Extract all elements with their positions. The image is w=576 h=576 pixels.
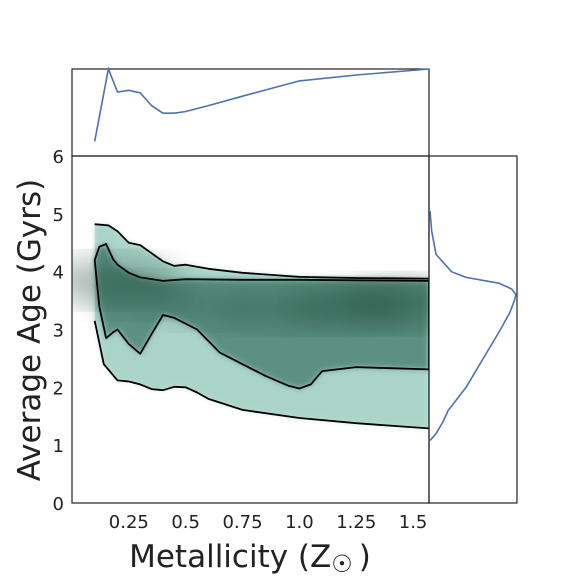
x-tick-labels: 0.25 0.5 0.75 1.0 1.25 1.5 — [109, 512, 428, 533]
density-peak-5 — [333, 279, 429, 327]
y-tick-label: 3 — [53, 321, 64, 342]
density-fill — [72, 224, 429, 429]
x-tick-label: 0.5 — [171, 512, 200, 533]
y-tick-label: 4 — [53, 263, 64, 284]
y-tick-label: 2 — [53, 378, 64, 399]
contour-inner — [93, 243, 429, 390]
x-tick-label: 0.25 — [109, 512, 149, 533]
contour-outer-upper — [94, 223, 429, 280]
right-marginal-frame — [428, 155, 518, 504]
top-marginal-frame — [71, 68, 430, 157]
x-tick-label: 1.5 — [399, 512, 428, 533]
contour-lines — [93, 223, 429, 430]
x-tick-label: 1.0 — [285, 512, 314, 533]
y-tick-label: 0 — [53, 494, 64, 515]
right-marginal-density-line — [429, 210, 517, 442]
x-axis-label: Metallicity (Z☉) — [129, 539, 371, 576]
x-tick-label: 0.75 — [223, 512, 263, 533]
y-tick-labels: 0 1 2 3 4 5 6 — [53, 147, 64, 515]
y-axis-label: Average Age (Gyrs) — [12, 179, 48, 481]
top-marginal-density-line — [93, 66, 430, 142]
y-tick-label: 1 — [53, 436, 64, 457]
x-tick-label: 1.25 — [336, 512, 376, 533]
y-tick-label: 5 — [53, 205, 64, 226]
y-tick-label: 6 — [53, 147, 64, 168]
contour-outer-lower — [93, 320, 429, 430]
